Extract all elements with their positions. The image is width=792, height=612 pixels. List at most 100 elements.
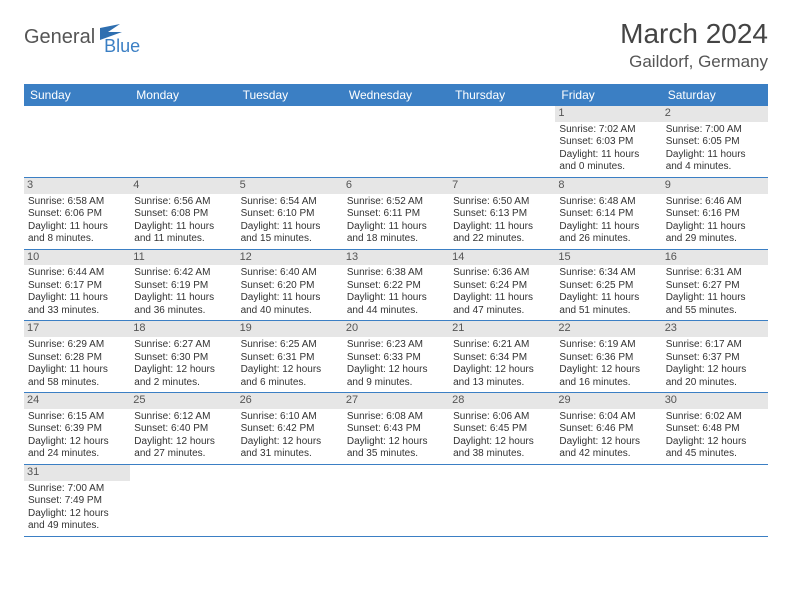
- day-info-line: Sunrise: 6:23 AM: [347, 339, 445, 352]
- day-info-line: Sunset: 6:14 PM: [559, 208, 657, 221]
- day-info-line: Sunrise: 6:40 AM: [241, 267, 339, 280]
- day-info-line: Sunrise: 6:58 AM: [28, 196, 126, 209]
- day-info-line: Daylight: 12 hours: [347, 436, 445, 449]
- day-info-line: Sunrise: 6:12 AM: [134, 411, 232, 424]
- day-info-line: Daylight: 11 hours: [666, 221, 764, 234]
- day-info-line: Sunset: 6:39 PM: [28, 423, 126, 436]
- day-info-line: and 27 minutes.: [134, 448, 232, 461]
- day-header: Tuesday: [237, 84, 343, 106]
- day-info-line: and 16 minutes.: [559, 377, 657, 390]
- day-number: 18: [130, 321, 236, 337]
- day-number: 19: [237, 321, 343, 337]
- day-info-line: and 4 minutes.: [666, 161, 764, 174]
- calendar-empty-cell: [24, 106, 130, 177]
- day-info-line: Sunset: 6:42 PM: [241, 423, 339, 436]
- day-info-line: and 38 minutes.: [453, 448, 551, 461]
- calendar-day-cell: 8Sunrise: 6:48 AMSunset: 6:14 PMDaylight…: [555, 177, 661, 249]
- day-info-line: Daylight: 12 hours: [241, 364, 339, 377]
- day-header: Saturday: [662, 84, 768, 106]
- day-info-line: Sunrise: 6:54 AM: [241, 196, 339, 209]
- day-number: 9: [662, 178, 768, 194]
- calendar-empty-cell: [237, 464, 343, 536]
- day-info-line: Sunset: 6:31 PM: [241, 352, 339, 365]
- day-header: Friday: [555, 84, 661, 106]
- day-info-line: Sunrise: 6:48 AM: [559, 196, 657, 209]
- calendar-day-cell: 25Sunrise: 6:12 AMSunset: 6:40 PMDayligh…: [130, 393, 236, 465]
- day-info-line: Sunset: 6:45 PM: [453, 423, 551, 436]
- day-info-line: Daylight: 12 hours: [134, 364, 232, 377]
- calendar-day-cell: 15Sunrise: 6:34 AMSunset: 6:25 PMDayligh…: [555, 249, 661, 321]
- day-info-line: and 24 minutes.: [28, 448, 126, 461]
- day-info-line: Sunrise: 6:34 AM: [559, 267, 657, 280]
- calendar-day-cell: 16Sunrise: 6:31 AMSunset: 6:27 PMDayligh…: [662, 249, 768, 321]
- day-info-line: and 29 minutes.: [666, 233, 764, 246]
- day-info-line: Sunrise: 6:42 AM: [134, 267, 232, 280]
- calendar-day-cell: 22Sunrise: 6:19 AMSunset: 6:36 PMDayligh…: [555, 321, 661, 393]
- calendar-day-cell: 6Sunrise: 6:52 AMSunset: 6:11 PMDaylight…: [343, 177, 449, 249]
- day-info-line: Sunset: 6:10 PM: [241, 208, 339, 221]
- day-number: 15: [555, 250, 661, 266]
- calendar-day-cell: 10Sunrise: 6:44 AMSunset: 6:17 PMDayligh…: [24, 249, 130, 321]
- day-info-line: Sunrise: 6:44 AM: [28, 267, 126, 280]
- day-info-line: Daylight: 11 hours: [453, 221, 551, 234]
- calendar-week-row: 17Sunrise: 6:29 AMSunset: 6:28 PMDayligh…: [24, 321, 768, 393]
- calendar-day-cell: 9Sunrise: 6:46 AMSunset: 6:16 PMDaylight…: [662, 177, 768, 249]
- day-info-line: and 11 minutes.: [134, 233, 232, 246]
- calendar-day-cell: 5Sunrise: 6:54 AMSunset: 6:10 PMDaylight…: [237, 177, 343, 249]
- day-info-line: Sunrise: 6:17 AM: [666, 339, 764, 352]
- day-info-line: Daylight: 12 hours: [559, 436, 657, 449]
- calendar-week-row: 1Sunrise: 7:02 AMSunset: 6:03 PMDaylight…: [24, 106, 768, 177]
- day-info-line: Daylight: 11 hours: [559, 221, 657, 234]
- calendar-empty-cell: [449, 106, 555, 177]
- day-info-line: and 9 minutes.: [347, 377, 445, 390]
- day-info-line: Sunrise: 6:19 AM: [559, 339, 657, 352]
- calendar-day-cell: 11Sunrise: 6:42 AMSunset: 6:19 PMDayligh…: [130, 249, 236, 321]
- calendar-day-cell: 19Sunrise: 6:25 AMSunset: 6:31 PMDayligh…: [237, 321, 343, 393]
- day-info-line: Daylight: 11 hours: [241, 221, 339, 234]
- day-info-line: and 42 minutes.: [559, 448, 657, 461]
- day-info-line: Daylight: 11 hours: [28, 221, 126, 234]
- day-info-line: and 33 minutes.: [28, 305, 126, 318]
- calendar-day-cell: 24Sunrise: 6:15 AMSunset: 6:39 PMDayligh…: [24, 393, 130, 465]
- day-number: 27: [343, 393, 449, 409]
- calendar-day-cell: 7Sunrise: 6:50 AMSunset: 6:13 PMDaylight…: [449, 177, 555, 249]
- header: General Blue March 2024 Gaildorf, German…: [24, 18, 768, 72]
- day-info-line: Sunset: 6:27 PM: [666, 280, 764, 293]
- day-info-line: and 55 minutes.: [666, 305, 764, 318]
- calendar-day-cell: 29 Sunrise: 6:04 AMSunset: 6:46 PMDayligh…: [555, 393, 661, 465]
- day-number: 4: [130, 178, 236, 194]
- day-info-line: Sunset: 6:30 PM: [134, 352, 232, 365]
- day-info-line: Daylight: 11 hours: [666, 292, 764, 305]
- logo: General Blue: [24, 18, 140, 57]
- day-info-line: Daylight: 11 hours: [28, 292, 126, 305]
- day-info-line: Sunset: 6:19 PM: [134, 280, 232, 293]
- day-info-line: Sunrise: 6:04 AM: [559, 411, 657, 424]
- day-info-line: and 2 minutes.: [134, 377, 232, 390]
- day-info-line: and 36 minutes.: [134, 305, 232, 318]
- calendar-week-row: 10Sunrise: 6:44 AMSunset: 6:17 PMDayligh…: [24, 249, 768, 321]
- day-info-line: Sunset: 6:16 PM: [666, 208, 764, 221]
- day-info-line: Sunset: 6:28 PM: [28, 352, 126, 365]
- day-info-line: Daylight: 12 hours: [559, 364, 657, 377]
- day-info-line: and 22 minutes.: [453, 233, 551, 246]
- calendar-table: SundayMondayTuesdayWednesdayThursdayFrid…: [24, 84, 768, 537]
- day-info-line: Daylight: 12 hours: [28, 508, 126, 521]
- day-info-line: Daylight: 11 hours: [241, 292, 339, 305]
- day-info-line: Daylight: 12 hours: [453, 436, 551, 449]
- day-info-line: Sunset: 6:11 PM: [347, 208, 445, 221]
- day-info-line: Daylight: 12 hours: [241, 436, 339, 449]
- calendar-day-cell: 18Sunrise: 6:27 AMSunset: 6:30 PMDayligh…: [130, 321, 236, 393]
- day-number: 28: [449, 393, 555, 409]
- day-info-line: Daylight: 12 hours: [453, 364, 551, 377]
- day-info-line: Sunset: 6:46 PM: [559, 423, 657, 436]
- calendar-day-cell: 31Sunrise: 7:00 AMSunset: 7:49 PMDayligh…: [24, 464, 130, 536]
- day-info-line: and 40 minutes.: [241, 305, 339, 318]
- day-info-line: Sunset: 6:17 PM: [28, 280, 126, 293]
- day-info-line: and 58 minutes.: [28, 377, 126, 390]
- day-info-line: Sunrise: 6:56 AM: [134, 196, 232, 209]
- day-header: Wednesday: [343, 84, 449, 106]
- day-info-line: and 6 minutes.: [241, 377, 339, 390]
- day-number: 29: [555, 393, 661, 409]
- day-info-line: and 44 minutes.: [347, 305, 445, 318]
- day-info-line: Sunset: 6:03 PM: [559, 136, 657, 149]
